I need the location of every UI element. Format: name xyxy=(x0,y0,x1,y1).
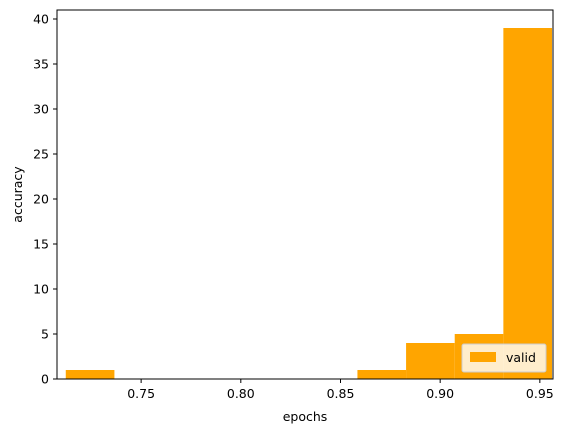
y-tick-label-7: 35 xyxy=(33,57,49,72)
y-tick-label-2: 10 xyxy=(33,282,49,297)
y-tick-label-5: 25 xyxy=(33,147,49,162)
y-tick-label-1: 5 xyxy=(41,327,49,342)
legend-swatch xyxy=(470,352,496,362)
x-tick-label-3: 0.90 xyxy=(426,386,454,401)
histogram-bar-0 xyxy=(65,370,115,379)
legend-box xyxy=(461,343,547,373)
y-tick-label-3: 15 xyxy=(33,237,49,252)
x-tick-label-0: 0.75 xyxy=(127,386,155,401)
histogram-bar-7 xyxy=(406,343,455,379)
y-axis-ticks: 0 5 10 15 20 25 30 35 40 xyxy=(33,12,57,387)
legend: valid xyxy=(461,343,547,373)
x-axis-ticks: 0.75 0.80 0.85 0.90 0.95 xyxy=(127,379,554,401)
plot-frame xyxy=(56,9,554,380)
y-tick-label-8: 40 xyxy=(33,12,49,27)
plot-area-background xyxy=(57,10,553,379)
histogram-bar-9 xyxy=(503,28,553,379)
histogram-bar-6 xyxy=(357,370,407,379)
y-tick-label-4: 20 xyxy=(33,192,49,207)
histogram-bars xyxy=(65,28,553,379)
x-tick-label-4: 0.95 xyxy=(526,386,554,401)
legend-label: valid xyxy=(506,350,536,365)
y-tick-label-0: 0 xyxy=(41,372,49,387)
x-axis-label: epochs xyxy=(283,409,328,424)
y-axis-label: accuracy xyxy=(10,166,25,223)
x-tick-label-1: 0.80 xyxy=(227,386,255,401)
x-tick-label-2: 0.85 xyxy=(327,386,355,401)
y-tick-label-6: 30 xyxy=(33,102,49,117)
